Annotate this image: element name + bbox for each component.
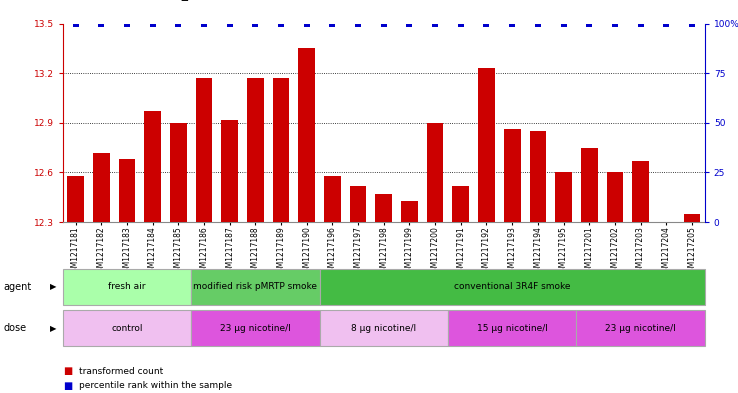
Point — [352, 20, 364, 27]
Text: fresh air: fresh air — [108, 283, 145, 291]
Point — [532, 20, 544, 27]
Text: percentile rank within the sample: percentile rank within the sample — [79, 382, 232, 390]
Bar — [504, 129, 520, 222]
Bar — [376, 194, 392, 222]
Bar — [119, 159, 135, 222]
Bar — [93, 152, 110, 222]
Bar — [555, 173, 572, 222]
Bar — [272, 78, 289, 222]
Bar — [632, 161, 649, 222]
Text: 8 μg nicotine/l: 8 μg nicotine/l — [351, 324, 416, 332]
Point — [121, 20, 133, 27]
Point — [301, 20, 313, 27]
Text: transformed count: transformed count — [79, 367, 163, 376]
Point — [686, 20, 698, 27]
Text: 23 μg nicotine/l: 23 μg nicotine/l — [220, 324, 291, 332]
Text: ■: ■ — [63, 366, 72, 376]
Bar — [350, 185, 367, 222]
Bar — [427, 123, 444, 222]
Point — [404, 20, 415, 27]
Bar — [196, 78, 213, 222]
Point — [173, 20, 184, 27]
Point — [249, 20, 261, 27]
Bar — [324, 176, 341, 222]
Point — [661, 20, 672, 27]
Point — [430, 20, 441, 27]
Text: ■: ■ — [63, 381, 72, 391]
Bar — [221, 119, 238, 222]
Bar — [478, 68, 495, 222]
Bar — [67, 176, 84, 222]
Point — [147, 20, 159, 27]
Text: 15 μg nicotine/l: 15 μg nicotine/l — [477, 324, 548, 332]
Point — [275, 20, 287, 27]
Bar — [581, 148, 598, 222]
Bar — [452, 185, 469, 222]
Bar — [298, 48, 315, 222]
Text: modified risk pMRTP smoke: modified risk pMRTP smoke — [193, 283, 317, 291]
Text: dose: dose — [4, 323, 27, 333]
Text: 23 μg nicotine/l: 23 μg nicotine/l — [605, 324, 676, 332]
Point — [455, 20, 466, 27]
Point — [558, 20, 570, 27]
Point — [609, 20, 621, 27]
Point — [480, 20, 492, 27]
Bar — [607, 173, 624, 222]
Text: conventional 3R4F smoke: conventional 3R4F smoke — [454, 283, 570, 291]
Point — [95, 20, 107, 27]
Point — [583, 20, 595, 27]
Bar — [683, 214, 700, 222]
Point — [224, 20, 235, 27]
Bar — [144, 111, 161, 222]
Point — [506, 20, 518, 27]
Text: ▶: ▶ — [50, 283, 56, 291]
Bar — [247, 78, 263, 222]
Text: ▶: ▶ — [50, 324, 56, 332]
Bar — [170, 123, 187, 222]
Point — [378, 20, 390, 27]
Bar — [529, 131, 546, 222]
Text: control: control — [111, 324, 142, 332]
Bar — [401, 200, 418, 222]
Text: agent: agent — [4, 282, 32, 292]
Point — [69, 20, 81, 27]
Point — [198, 20, 210, 27]
Point — [326, 20, 338, 27]
Point — [635, 20, 646, 27]
